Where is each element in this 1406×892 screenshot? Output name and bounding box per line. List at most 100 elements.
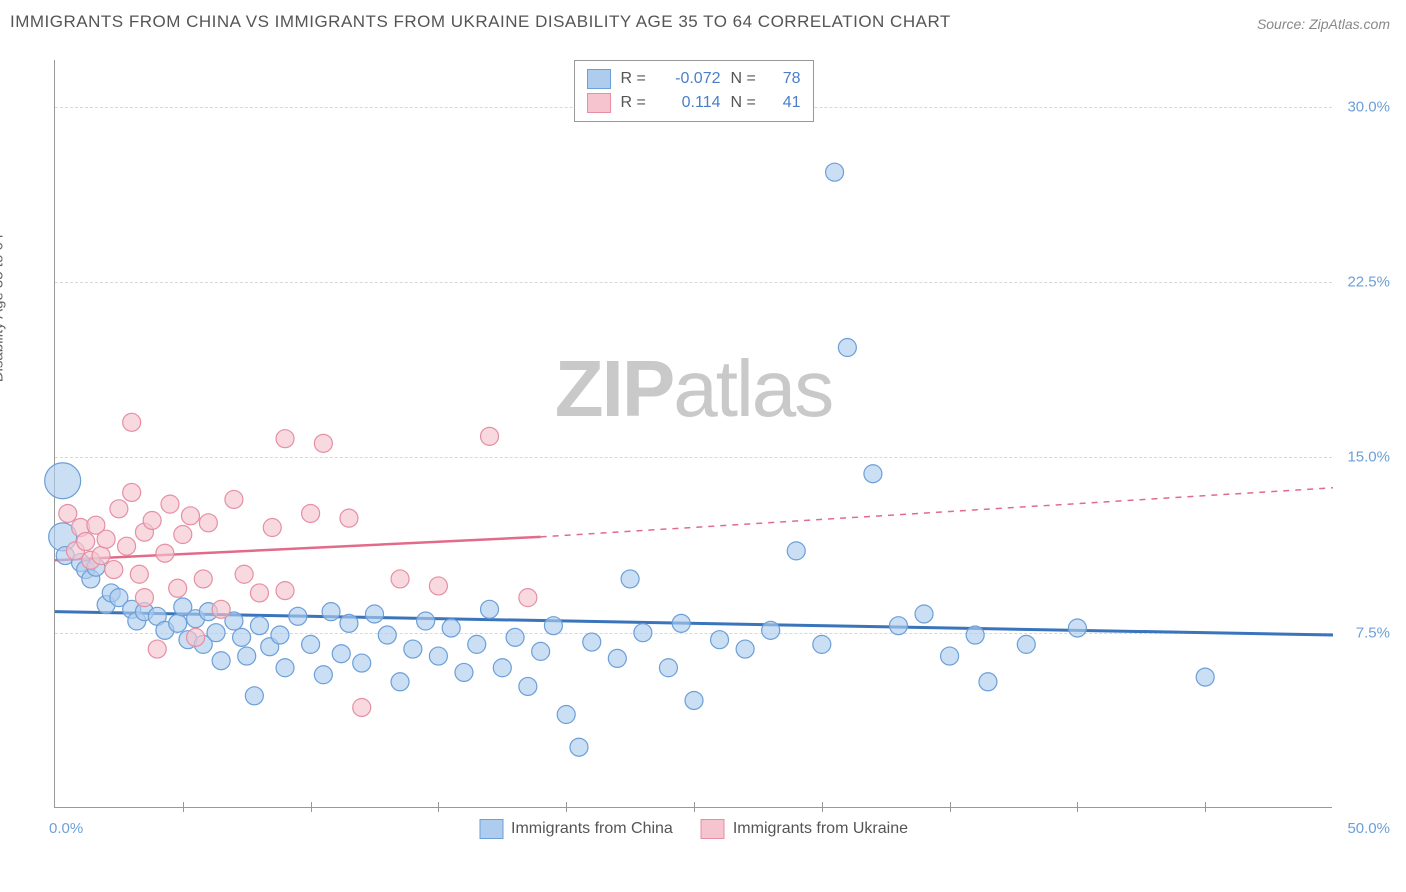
n-label: N = — [731, 94, 761, 112]
y-tick-label: 22.5% — [1347, 274, 1390, 291]
data-point-pink — [276, 430, 294, 448]
data-point-pink — [110, 500, 128, 518]
swatch-blue-icon — [587, 69, 611, 89]
legend-label-china: Immigrants from China — [511, 820, 673, 838]
data-point-pink — [340, 509, 358, 527]
data-point-pink — [181, 507, 199, 525]
data-point-pink — [77, 533, 95, 551]
data-point-blue — [570, 738, 588, 756]
data-point-blue — [1196, 668, 1214, 686]
data-point-pink — [353, 698, 371, 716]
chart-area: Disability Age 35 to 64 ZIPatlas 7.5%15.… — [8, 48, 1398, 848]
data-point-blue — [276, 659, 294, 677]
data-point-blue — [322, 603, 340, 621]
data-point-pink — [123, 483, 141, 501]
data-point-pink — [212, 600, 230, 618]
n-label: N = — [731, 70, 761, 88]
scatter-svg — [55, 60, 1332, 807]
chart-source: Source: ZipAtlas.com — [1257, 16, 1390, 32]
data-point-pink — [123, 413, 141, 431]
data-point-pink — [194, 570, 212, 588]
data-point-blue — [506, 628, 524, 646]
data-point-blue — [429, 647, 447, 665]
plot-region: ZIPatlas 7.5%15.0%22.5%30.0% R = -0.072 … — [54, 60, 1332, 808]
y-tick-label: 15.0% — [1347, 449, 1390, 466]
data-point-blue — [314, 666, 332, 684]
chart-title: IMMIGRANTS FROM CHINA VS IMMIGRANTS FROM… — [10, 12, 951, 31]
data-point-blue — [468, 635, 486, 653]
data-point-blue — [659, 659, 677, 677]
x-min-label: 0.0% — [49, 820, 83, 837]
data-point-blue — [238, 647, 256, 665]
data-point-blue — [340, 614, 358, 632]
data-point-pink — [235, 565, 253, 583]
x-tick — [183, 802, 184, 812]
data-point-blue — [736, 640, 754, 658]
r-label: R = — [621, 94, 651, 112]
data-point-blue — [941, 647, 959, 665]
data-point-blue — [966, 626, 984, 644]
data-point-pink — [143, 511, 161, 529]
data-point-blue — [212, 652, 230, 670]
legend-row-china: R = -0.072 N = 78 — [587, 67, 801, 91]
data-point-blue — [245, 687, 263, 705]
x-tick — [566, 802, 567, 812]
data-point-pink — [391, 570, 409, 588]
n-value-china: 78 — [771, 70, 801, 88]
data-point-blue — [826, 163, 844, 181]
data-point-pink — [59, 504, 77, 522]
data-point-pink — [199, 514, 217, 532]
data-point-blue — [250, 617, 268, 635]
data-point-pink — [161, 495, 179, 513]
data-point-pink — [263, 519, 281, 537]
data-point-blue — [787, 542, 805, 560]
data-point-blue — [455, 663, 473, 681]
data-point-blue — [979, 673, 997, 691]
data-point-pink — [519, 589, 537, 607]
data-point-pink — [92, 547, 110, 565]
data-point-blue — [302, 635, 320, 653]
data-point-blue — [442, 619, 460, 637]
series-legend: Immigrants from China Immigrants from Uk… — [479, 819, 908, 839]
data-point-pink — [169, 579, 187, 597]
data-point-blue — [813, 635, 831, 653]
data-point-pink — [97, 530, 115, 548]
data-point-blue — [557, 706, 575, 724]
swatch-pink-icon — [587, 93, 611, 113]
correlation-legend: R = -0.072 N = 78 R = 0.114 N = 41 — [574, 60, 814, 122]
data-point-blue — [271, 626, 289, 644]
data-point-blue — [1017, 635, 1035, 653]
x-tick — [438, 802, 439, 812]
data-point-blue — [1068, 619, 1086, 637]
data-point-pink — [250, 584, 268, 602]
data-point-blue — [762, 621, 780, 639]
data-point-pink — [187, 628, 205, 646]
data-point-blue — [391, 673, 409, 691]
swatch-pink-icon — [701, 819, 725, 839]
data-point-blue — [332, 645, 350, 663]
data-point-blue — [233, 628, 251, 646]
legend-label-ukraine: Immigrants from Ukraine — [733, 820, 908, 838]
data-point-blue — [711, 631, 729, 649]
data-point-blue — [519, 677, 537, 695]
r-label: R = — [621, 70, 651, 88]
data-point-blue — [378, 626, 396, 644]
n-value-ukraine: 41 — [771, 94, 801, 112]
data-point-blue — [207, 624, 225, 642]
data-point-blue — [583, 633, 601, 651]
data-point-blue — [634, 624, 652, 642]
data-point-blue — [289, 607, 307, 625]
y-axis-label: Disability Age 35 to 64 — [0, 234, 7, 382]
r-value-china: -0.072 — [661, 70, 721, 88]
swatch-blue-icon — [479, 819, 503, 839]
data-point-pink — [481, 427, 499, 445]
data-point-blue — [366, 605, 384, 623]
data-point-pink — [130, 565, 148, 583]
data-point-blue — [915, 605, 933, 623]
data-point-blue — [404, 640, 422, 658]
data-point-blue — [685, 691, 703, 709]
data-point-pink — [276, 582, 294, 600]
y-tick-label: 30.0% — [1347, 98, 1390, 115]
legend-item-ukraine: Immigrants from Ukraine — [701, 819, 908, 839]
data-point-blue — [608, 649, 626, 667]
